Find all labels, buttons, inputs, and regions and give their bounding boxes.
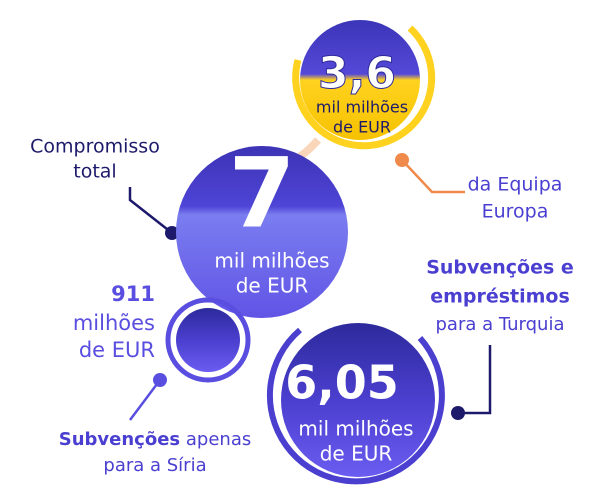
unit: de EUR (320, 442, 393, 466)
ring (165, 297, 251, 383)
unit: milhões (73, 311, 155, 335)
connector (401, 159, 465, 194)
amount: 7 (229, 137, 296, 249)
bubble (176, 308, 240, 372)
dot (153, 373, 167, 387)
bubble (176, 146, 348, 318)
unit: de EUR (79, 338, 155, 362)
label: Europa (482, 201, 549, 223)
unit: mil milhões (298, 417, 413, 441)
label-bold: empréstimos (430, 286, 570, 308)
amount: 3,6 (318, 48, 396, 99)
connector (458, 345, 492, 415)
ring (266, 327, 445, 485)
dot (165, 226, 179, 240)
label: para a Síria (103, 455, 206, 476)
dot (451, 406, 465, 420)
label: apenas (180, 429, 251, 450)
amount: 911 (111, 282, 155, 306)
label: da Equipa (468, 174, 563, 196)
dot (395, 153, 409, 167)
connector (128, 187, 173, 234)
label: Compromisso (30, 136, 160, 158)
label: para a Turquia (436, 314, 565, 335)
unit: de EUR (333, 118, 391, 137)
label-bold: Subvenções e (426, 257, 574, 279)
unit: mil milhões (214, 249, 329, 273)
connector (129, 379, 161, 421)
bubble (281, 323, 435, 477)
unit: de EUR (236, 274, 309, 298)
label: total (73, 161, 116, 183)
label: Subvenções apenas (59, 429, 251, 450)
label-bold: Subvenções (59, 429, 180, 450)
bubble (300, 20, 420, 140)
connectors (128, 159, 492, 421)
ring (292, 25, 436, 150)
unit: mil milhões (316, 98, 408, 117)
amount: 6,05 (285, 356, 399, 410)
